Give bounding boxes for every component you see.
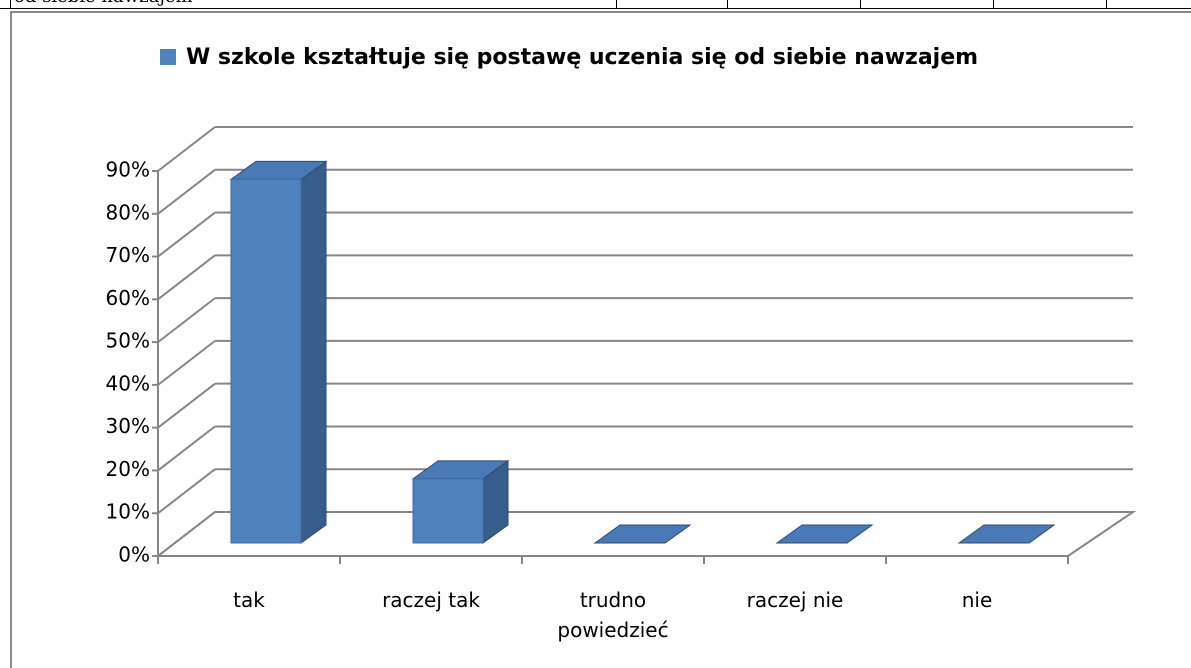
- legend-label: W szkole kształtuje się postawę uczenia …: [186, 45, 978, 70]
- grid-line: [157, 126, 216, 172]
- grid-line: [157, 511, 216, 557]
- grid-line: [157, 211, 216, 258]
- bar: [230, 178, 302, 544]
- table-fragment-text: od siebie nawzajem: [0, 0, 193, 8]
- y-tick-label: 70%: [106, 243, 150, 267]
- y-tick-label: 80%: [106, 200, 150, 224]
- grid-line: [157, 340, 216, 386]
- x-tick-label: raczej tak: [382, 588, 480, 612]
- x-tick-label: nie: [961, 588, 993, 612]
- y-tick-label: 30%: [106, 414, 150, 438]
- legend-swatch: [160, 49, 176, 65]
- grid-line: [157, 382, 216, 429]
- table-fragment: [0, 0, 1191, 9]
- grid-line: [157, 468, 216, 515]
- y-tick-label: 50%: [106, 329, 150, 353]
- y-tick-label: 40%: [106, 371, 150, 395]
- x-tick-label: trudno powiedzieć: [557, 588, 669, 642]
- bar-top: [957, 524, 1056, 544]
- bar-top: [775, 524, 874, 544]
- grid-line: [157, 425, 216, 472]
- chart-frame: [10, 11, 1191, 668]
- bar-top: [593, 524, 692, 544]
- grid-line: [157, 297, 216, 343]
- y-tick-label: 0%: [118, 543, 150, 567]
- y-tick-label: 90%: [106, 158, 150, 182]
- y-tick-label: 60%: [106, 286, 150, 310]
- bar-side: [300, 160, 327, 544]
- x-tick-label: tak: [233, 588, 265, 612]
- x-tick-label: raczej nie: [746, 588, 844, 612]
- y-tick-label: 20%: [106, 457, 150, 481]
- grid-line: [157, 254, 216, 301]
- y-tick-label: 10%: [106, 500, 150, 524]
- grid-line: [157, 168, 216, 215]
- bar: [412, 478, 484, 544]
